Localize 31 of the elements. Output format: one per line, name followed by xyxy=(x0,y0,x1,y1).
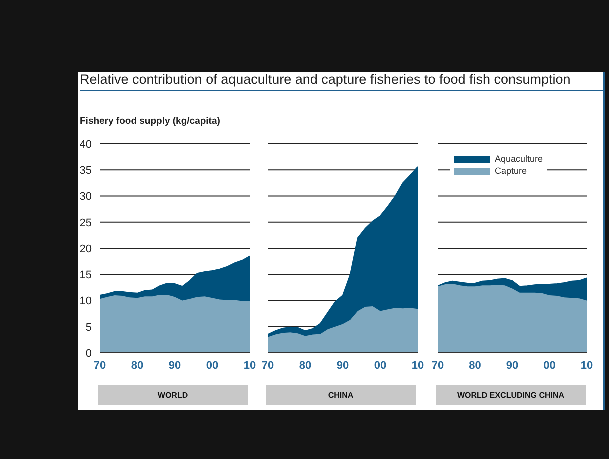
x-tick-label: 70 xyxy=(432,360,444,372)
y-tick-label: 35 xyxy=(80,165,92,178)
x-tick-label: 90 xyxy=(506,360,519,372)
x-tick-label: 80 xyxy=(131,360,144,372)
x-tick-label: 70 xyxy=(262,360,274,372)
y-tick-label: 20 xyxy=(80,243,92,256)
y-tick-label: 25 xyxy=(80,217,92,230)
x-axis-title: WORLD xyxy=(98,385,248,405)
y-tick-label: 15 xyxy=(80,270,92,282)
legend-label: Aquaculture xyxy=(495,154,544,164)
x-tick-label: 10 xyxy=(244,360,256,372)
legend-label: Capture xyxy=(495,166,528,176)
x-tick-label: 80 xyxy=(299,360,312,372)
x-tick-label: 00 xyxy=(544,360,556,372)
text: Relative contribution of aquaculture and capture fisheries to food fish consumption xyxy=(80,72,605,91)
x-axis-title: CHINA xyxy=(266,385,416,405)
x-tick-label: 80 xyxy=(469,360,482,372)
y-tick-label: 10 xyxy=(80,296,92,308)
y-tick-label: 0 xyxy=(86,348,92,360)
y-axis-title: Fishery food supply (kg/capita) xyxy=(80,116,220,127)
x-tick-label: 10 xyxy=(412,360,424,372)
x-tick-label: 00 xyxy=(206,360,219,372)
x-axis-title: WORLD EXCLUDING CHINA xyxy=(436,385,586,405)
y-tick-label: 5 xyxy=(86,322,92,334)
y-tick-label: 30 xyxy=(80,191,92,204)
x-tick-label: 00 xyxy=(374,360,387,372)
x-tick-label: 10 xyxy=(580,360,594,372)
x-tick-label: 70 xyxy=(94,360,106,372)
y-tick-label: 40 xyxy=(80,138,92,151)
x-tick-label: 90 xyxy=(336,360,350,372)
x-tick-label: 90 xyxy=(168,360,182,372)
